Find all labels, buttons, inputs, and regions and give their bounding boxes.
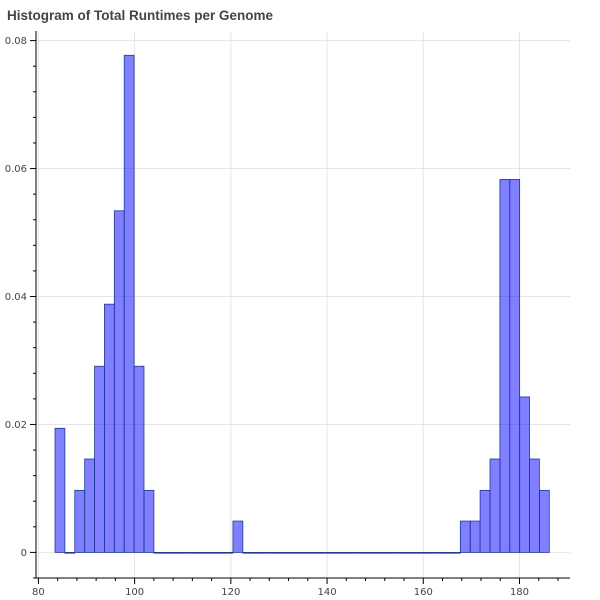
histogram-bar: [380, 552, 392, 554]
x-tick-label: 80: [32, 587, 45, 598]
histogram-bar: [301, 552, 313, 554]
histogram-bar: [74, 489, 86, 553]
histogram-bar: [459, 520, 471, 553]
histogram-bar: [252, 552, 264, 554]
histogram-bar: [361, 552, 372, 554]
histogram-bar: [133, 365, 145, 553]
histogram-bar: [410, 552, 422, 554]
histogram-bar: [173, 552, 184, 554]
histogram-bar: [202, 552, 214, 554]
histogram-bar: [479, 489, 491, 553]
histogram-bar: [499, 179, 511, 553]
histogram-bar: [529, 458, 540, 553]
histogram-bar: [420, 552, 432, 554]
y-tick-label: 0.08: [5, 36, 27, 47]
histogram-bar: [519, 396, 530, 553]
histogram-bar: [281, 552, 293, 554]
x-tick-label: 140: [318, 587, 337, 598]
histogram-bar: [469, 520, 481, 553]
histogram-bar: [341, 552, 352, 554]
histogram-bar: [450, 552, 461, 554]
histogram-bar: [153, 552, 165, 554]
histogram-bar: [183, 552, 194, 554]
histogram-bar: [430, 552, 441, 554]
histogram-bar: [311, 552, 323, 554]
histogram-bar: [64, 552, 76, 554]
histogram-bar: [331, 552, 343, 554]
y-tick-label: 0.04: [5, 292, 27, 303]
histogram-bar: [400, 552, 412, 554]
histogram-bar: [321, 552, 333, 554]
x-tick-label: 180: [510, 587, 529, 598]
histogram-bar: [440, 552, 451, 554]
histogram-bar: [222, 552, 234, 554]
axes-layer: 80 100 120 140 160 180 0 0.02 0.04 0.06 0.08: [5, 31, 570, 598]
histogram-bar: [193, 552, 204, 554]
histogram-bar: [351, 552, 362, 554]
histogram-bar: [489, 458, 501, 553]
histogram-bar: [390, 552, 402, 554]
histogram-bar: [262, 552, 273, 554]
histogram-bar: [94, 365, 105, 553]
histogram-bar: [509, 179, 521, 553]
histogram-bar: [104, 303, 115, 553]
histogram-bar: [539, 489, 550, 553]
x-tick-label: 160: [414, 587, 433, 598]
y-tick-label: 0.06: [5, 164, 27, 175]
x-tick-label: 100: [125, 587, 144, 598]
histogram-bar: [272, 552, 283, 554]
histogram-bar: [113, 210, 125, 553]
y-tick-label: 0.02: [5, 420, 27, 431]
histogram-bar: [212, 552, 224, 554]
histogram-bar: [163, 552, 175, 554]
histogram-bar: [232, 520, 244, 553]
histogram-bar: [84, 458, 95, 553]
chart-title: Histogram of Total Runtimes per Genome: [7, 8, 274, 23]
histogram-bar: [54, 427, 66, 553]
x-tick-label: 120: [221, 587, 240, 598]
histogram-bar: [143, 489, 155, 553]
bars-layer: [54, 54, 550, 554]
histogram-bar: [370, 552, 382, 554]
y-tick-label: 0: [21, 548, 27, 559]
histogram-bar: [242, 552, 254, 554]
histogram-bar: [123, 54, 135, 553]
histogram-bar: [291, 552, 303, 554]
